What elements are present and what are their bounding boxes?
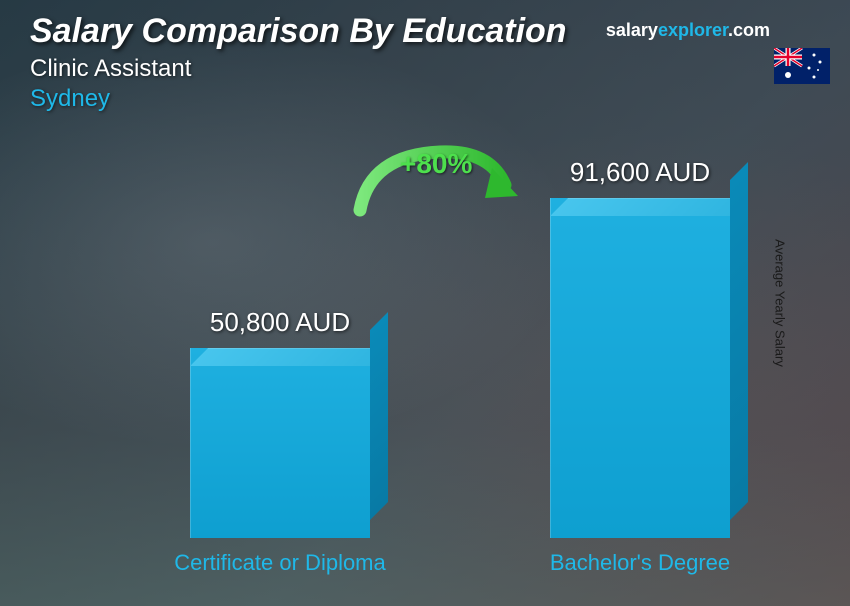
bar-3d-shape — [190, 348, 370, 538]
brand-logo: salaryexplorer.com — [606, 20, 770, 41]
brand-part3: .com — [728, 20, 770, 40]
location-label: Sydney — [30, 85, 820, 113]
bar-3d-shape — [550, 198, 730, 538]
bar-value-label: 91,600 AUD — [570, 157, 710, 188]
bar-front-face — [190, 348, 370, 538]
increase-arrow: +80% — [340, 140, 540, 240]
job-subtitle: Clinic Assistant — [30, 55, 820, 83]
bar-value-label: 50,800 AUD — [210, 307, 350, 338]
bar-side-face — [370, 312, 388, 520]
bar-bachelor: 91,600 AUD Bachelor's Degree — [500, 157, 780, 576]
bar-front-face — [550, 198, 730, 538]
bar-category-label: Certificate or Diploma — [174, 550, 386, 576]
australia-flag-icon — [774, 48, 830, 84]
brand-part1: salary — [606, 20, 658, 40]
bar-top-face — [190, 348, 388, 366]
bar-category-label: Bachelor's Degree — [550, 550, 730, 576]
brand-part2: explorer — [658, 20, 728, 40]
bar-top-face — [550, 198, 748, 216]
percentage-increase-label: +80% — [400, 148, 472, 180]
bar-certificate: 50,800 AUD Certificate or Diploma — [140, 307, 420, 576]
bar-side-face — [730, 162, 748, 520]
